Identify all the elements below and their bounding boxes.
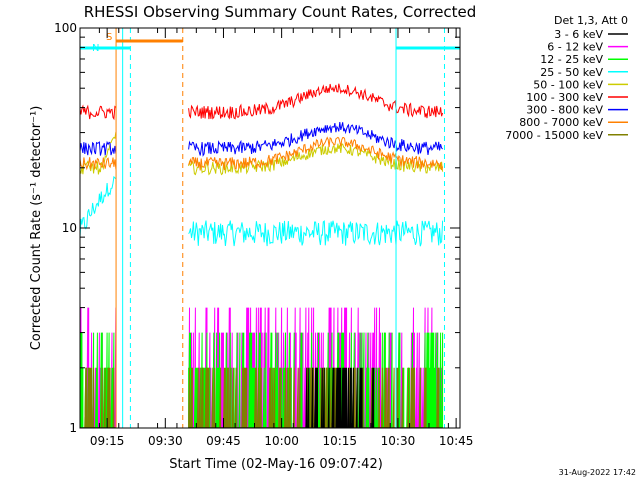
legend-header: Det 1,3, Att 0: [554, 14, 628, 27]
series-7-segment-0: [80, 157, 117, 171]
x-tick-label-5: 10:30: [381, 434, 416, 448]
annotation-label-1: N: [92, 43, 99, 54]
legend-label-5: 100 - 300 keV: [526, 91, 603, 104]
x-tick-label-6: 10:45: [439, 434, 474, 448]
series-7-trace: [80, 136, 444, 171]
series-6-trace: [80, 122, 443, 157]
x-axis-label: Start Time (02-May-16 09:07:42): [169, 457, 383, 472]
series-5-trace: [80, 83, 444, 121]
series-8-trace: [80, 367, 443, 428]
x-tick-label-0: 09:15: [90, 434, 125, 448]
series-7-segment-1: [188, 136, 444, 171]
y-axis-label: Corrected Count Rate (s⁻¹ detector⁻¹): [29, 106, 44, 351]
axis-layer: 100 10 1 09:15 09:30 09:45 10:00 10:15 10:30 10:4…: [54, 21, 473, 448]
series-3-trace: [80, 175, 444, 247]
legend-label-8: 7000 - 15000 keV: [505, 129, 603, 142]
series-layer: [80, 83, 444, 428]
chart-title: RHESSI Observing Summary Count Rates, Co…: [84, 3, 477, 21]
footer-timestamp: 31-Aug-2022 17:42: [559, 468, 636, 477]
x-tick-label-4: 10:15: [322, 434, 357, 448]
x-tick-label-2: 09:45: [206, 434, 241, 448]
marker-layer: SN: [80, 28, 460, 428]
y-tick-label-0: 100: [54, 21, 77, 35]
y-tick-label-2: 1: [69, 421, 77, 435]
series-6-segment-0: [80, 140, 117, 156]
legend-label-6: 300 - 800 keV: [526, 104, 603, 117]
x-tick-label-3: 10:00: [264, 434, 299, 448]
series-6-segment-1: [188, 122, 443, 157]
legend-label-1: 6 - 12 keV: [547, 41, 603, 54]
series-3-segment-1: [188, 220, 444, 247]
y-tick-label-1: 10: [62, 221, 77, 235]
legend-label-3: 25 - 50 keV: [540, 66, 603, 79]
annotation-label-0: S: [106, 32, 112, 43]
legend-label-2: 12 - 25 keV: [540, 53, 603, 66]
series-5-segment-1: [188, 83, 444, 120]
series-5-segment-0: [80, 104, 117, 121]
series-8-segment-0: [80, 367, 116, 428]
legend-label-4: 50 - 100 keV: [533, 78, 603, 91]
x-tick-label-1: 09:30: [148, 434, 183, 448]
legend-label-7: 800 - 7000 keV: [519, 116, 603, 129]
legend-label-0: 3 - 6 keV: [554, 28, 603, 41]
